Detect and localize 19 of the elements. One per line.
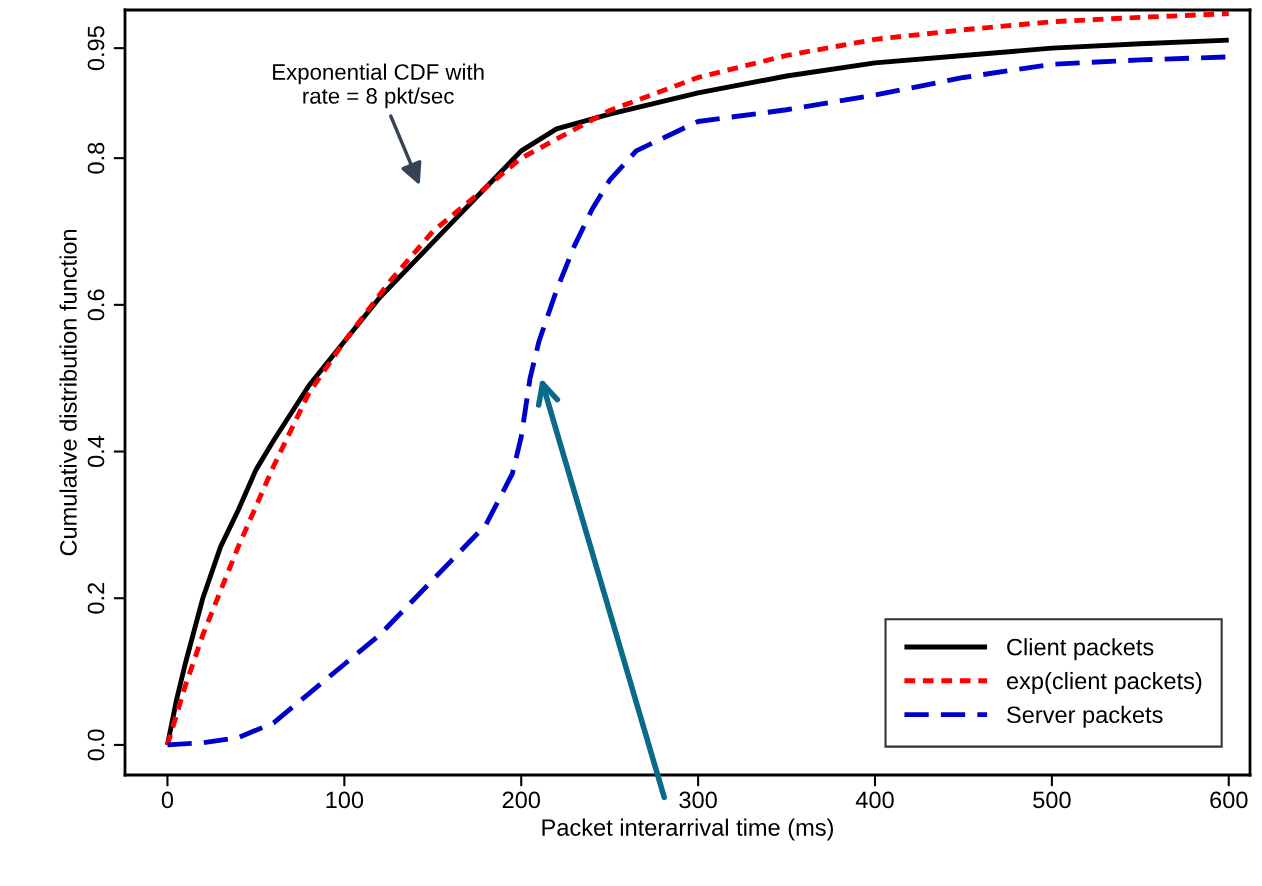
y-axis-title: Cumulative distribution function	[59, 229, 77, 556]
y-tick-label: 0.2	[87, 583, 105, 614]
x-tick-label: 600	[1210, 791, 1248, 809]
y-tick-label: 0.95	[87, 26, 105, 71]
annotation: Exponential CDF with rate = 8 pkt/sec	[273, 63, 484, 109]
y-tick-label: 0.0	[87, 729, 105, 761]
x-tick-label: 400	[855, 791, 894, 809]
legend-label: Client packets	[1007, 638, 1154, 661]
y-tick-label: 0.8	[87, 142, 105, 174]
x-tick-label: 0	[161, 791, 174, 809]
x-tick-label: 200	[502, 791, 540, 809]
y-tick-label: 0.4	[87, 435, 105, 468]
x-tick-label: 500	[1033, 791, 1071, 809]
legend-label: Server packets	[1007, 705, 1163, 728]
legend-label: exp(client packets)	[1006, 671, 1202, 694]
x-tick-label: 300	[679, 791, 717, 809]
x-axis-title: Packet interarrival time (ms)	[542, 818, 833, 841]
x-tick-label: 100	[326, 791, 364, 809]
y-tick-label: 0.6	[87, 289, 105, 321]
